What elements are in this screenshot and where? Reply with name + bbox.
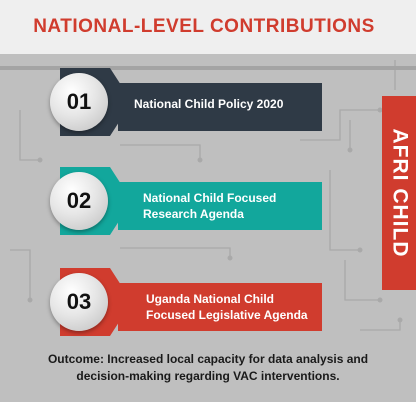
number-badge: 01	[50, 73, 108, 131]
outcome-text: Outcome: Increased local capacity for da…	[47, 352, 369, 383]
contribution-label: National Child Focused Research Agenda	[143, 191, 277, 221]
contribution-item-1: 01 National Child Policy 2020	[0, 62, 416, 142]
title-bar	[0, 0, 416, 54]
contribution-item-2: 02 National Child Focused Research Agend…	[0, 161, 416, 241]
divider-band	[0, 66, 416, 70]
number-badge: 03	[50, 273, 108, 331]
number-label: 01	[66, 89, 92, 114]
number-label: 02	[66, 188, 92, 213]
circuit-lines-decoration	[10, 60, 403, 331]
contribution-item-3: 03 Uganda National Child Focused Legisla…	[0, 262, 416, 342]
contribution-label: National Child Policy 2020	[134, 97, 284, 111]
side-banner	[382, 96, 416, 290]
number-badge: 02	[50, 172, 108, 230]
number-label: 03	[66, 289, 92, 314]
contribution-label: Uganda National Child Focused Legislativ…	[146, 292, 308, 322]
page-title: NATIONAL-LEVEL CONTRIBUTIONS	[33, 16, 375, 37]
